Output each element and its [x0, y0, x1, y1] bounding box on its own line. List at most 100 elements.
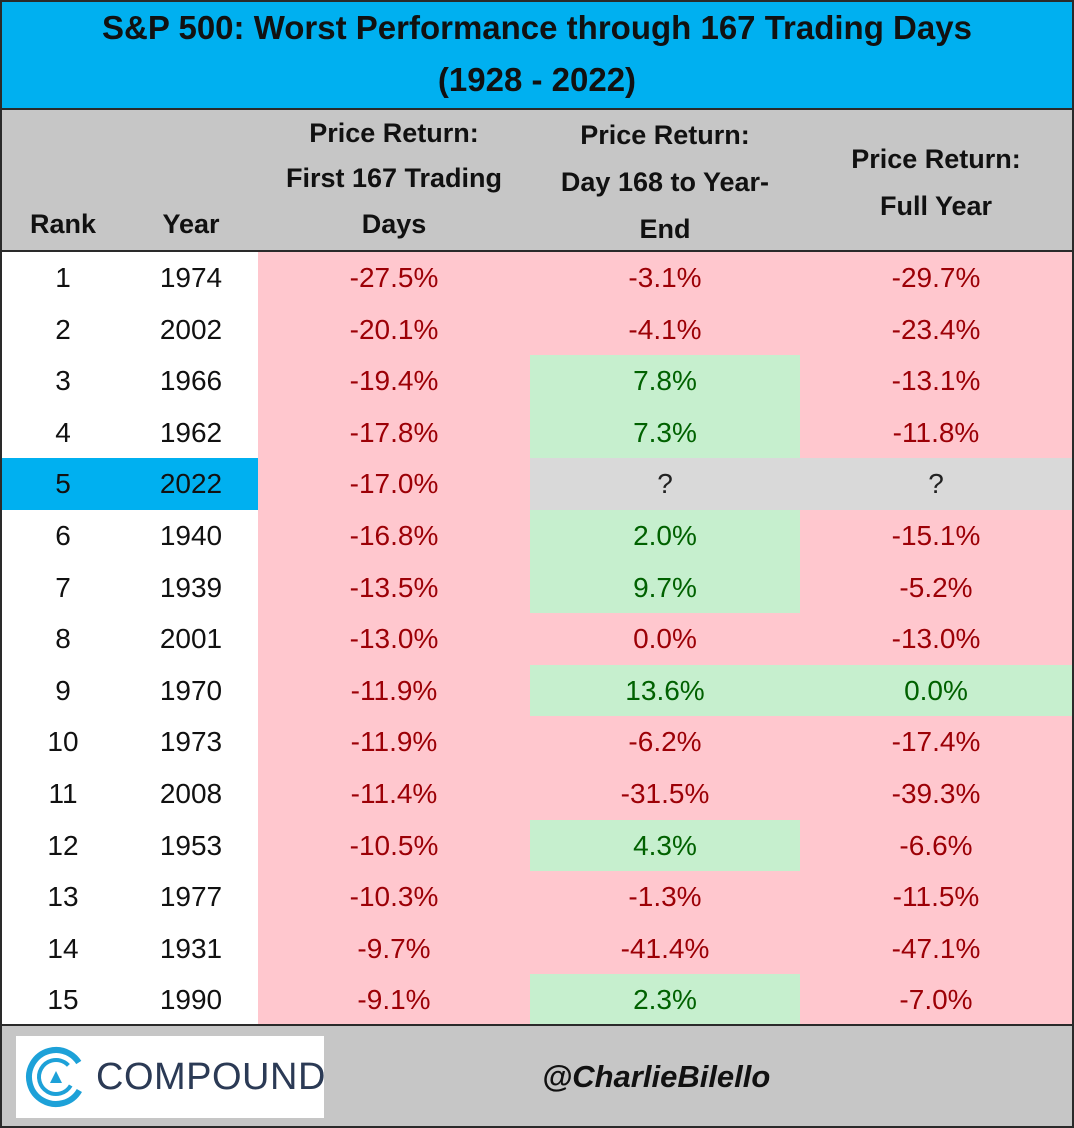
- full-year-return-cell: 0.0%: [800, 664, 1072, 717]
- year-cell: 1940: [159, 520, 223, 551]
- first-167-days-return-cell: -10.3%: [258, 871, 530, 923]
- header-year: Year: [162, 209, 220, 239]
- table-row: 1 1974 -27.5% -3.1% -29.7%: [2, 252, 1072, 304]
- rank-cell: 15: [47, 984, 79, 1016]
- header-rest-line-2: Day 168 to Year-: [560, 167, 770, 197]
- full-year-return-cell: -29.7%: [800, 252, 1072, 304]
- first-167-days-return-cell: -9.1%: [258, 974, 530, 1026]
- year-cell: 1974: [159, 262, 223, 293]
- year-cell: 1953: [159, 829, 223, 861]
- full-year-return-cell: -6.6%: [800, 819, 1072, 872]
- day-168-to-year-end-return-cell: ?: [530, 458, 800, 510]
- footer-band: COMPOUND @CharlieBilello: [2, 1024, 1072, 1126]
- rank-cell: 13: [47, 881, 79, 913]
- rank-cell: 14: [47, 932, 79, 964]
- table-row: 7 1939 -13.5% 9.7% -5.2%: [2, 561, 1072, 614]
- header-rank: Rank: [29, 209, 97, 239]
- header-first-line-2: First 167 Trading: [285, 163, 503, 193]
- column-header-band: Rank Year Price Return: First 167 Tradin…: [2, 110, 1072, 252]
- rank-cell: 3: [55, 365, 71, 397]
- year-cell: 1990: [159, 984, 223, 1016]
- chart-title-line-2: (1928 - 2022): [437, 61, 637, 98]
- header-first-line-3: Days: [361, 209, 427, 239]
- year-cell: 2001: [159, 623, 223, 655]
- rank-cell: 1: [55, 262, 71, 293]
- first-167-days-return-cell: -27.5%: [258, 252, 530, 304]
- rank-cell: 5: [2, 458, 124, 510]
- year-cell: 1970: [159, 674, 223, 706]
- header-full-line-1: Price Return:: [851, 144, 1021, 174]
- first-167-days-return-cell: -16.8%: [258, 510, 530, 562]
- full-year-return-cell: -11.8%: [800, 406, 1072, 459]
- day-168-to-year-end-return-cell: -1.3%: [530, 871, 800, 923]
- year-cell: 1962: [159, 416, 223, 448]
- table-row: 15 1990 -9.1% 2.3% -7.0%: [2, 974, 1072, 1026]
- rank-cell: 11: [48, 778, 78, 809]
- year-cell: 2008: [159, 778, 223, 809]
- table-row: 14 1931 -9.7% -41.4% -47.1%: [2, 922, 1072, 975]
- year-cell: 1977: [159, 881, 223, 913]
- full-year-return-cell: -11.5%: [800, 871, 1072, 923]
- first-167-days-return-cell: -13.0%: [258, 613, 530, 665]
- full-year-return-cell: -47.1%: [800, 922, 1072, 975]
- day-168-to-year-end-return-cell: 9.7%: [530, 561, 800, 614]
- table-row: 6 1940 -16.8% 2.0% -15.1%: [2, 510, 1072, 562]
- chart-title-line-1: S&P 500: Worst Performance through 167 T…: [102, 9, 972, 46]
- table-body: 1 1974 -27.5% -3.1% -29.7% 2 2002 -20.1% -4.1% -2…: [2, 252, 1072, 1026]
- table-row: 13 1977 -10.3% -1.3% -11.5%: [2, 871, 1072, 923]
- header-first-line-1: Price Return:: [309, 118, 479, 148]
- header-rest-line-3: End: [639, 214, 691, 244]
- day-168-to-year-end-return-cell: 2.0%: [530, 510, 800, 562]
- day-168-to-year-end-return-cell: -6.2%: [530, 716, 800, 768]
- first-167-days-return-cell: -13.5%: [258, 561, 530, 614]
- compound-logo: COMPOUND: [16, 1036, 326, 1118]
- first-167-days-return-cell: -17.0%: [258, 458, 530, 510]
- author-handle: @CharlieBilello: [542, 1059, 771, 1094]
- year-cell: 1973: [159, 726, 223, 758]
- table-row: 4 1962 -17.8% 7.3% -11.8%: [2, 406, 1072, 459]
- day-168-to-year-end-return-cell: -41.4%: [530, 922, 800, 975]
- day-168-to-year-end-return-cell: 4.3%: [530, 819, 800, 872]
- compound-logo-text: COMPOUND: [96, 1056, 326, 1098]
- header-full-line-2: Full Year: [879, 191, 993, 221]
- table-row: 5 2022 -17.0%??: [2, 458, 1072, 510]
- full-year-return-cell: ?: [800, 458, 1072, 510]
- full-year-return-cell: -17.4%: [800, 716, 1072, 768]
- rank-cell: 4: [55, 416, 71, 448]
- rank-cell: 10: [47, 726, 79, 758]
- day-168-to-year-end-return-cell: 0.0%: [530, 613, 800, 665]
- day-168-to-year-end-return-cell: -3.1%: [530, 252, 800, 304]
- day-168-to-year-end-return-cell: 7.8%: [530, 355, 800, 407]
- full-year-return-cell: -13.0%: [800, 613, 1072, 665]
- rank-cell: 8: [55, 623, 71, 655]
- rank-cell: 7: [55, 571, 71, 603]
- year-cell: 1966: [159, 365, 223, 397]
- year-cell: 2022: [124, 458, 258, 510]
- table-row: 3 1966 -19.4% 7.8% -13.1%: [2, 355, 1072, 407]
- table-row: 12 1953 -10.5% 4.3% -6.6%: [2, 819, 1072, 872]
- table-row: 10 1973 -11.9% -6.2% -17.4%: [2, 716, 1072, 768]
- full-year-return-cell: -13.1%: [800, 355, 1072, 407]
- rank-cell: 12: [47, 829, 79, 861]
- year-cell: 1939: [159, 571, 223, 603]
- first-167-days-return-cell: -9.7%: [258, 922, 530, 975]
- day-168-to-year-end-return-cell: 13.6%: [530, 664, 800, 717]
- header-rest-line-1: Price Return:: [580, 120, 750, 150]
- first-167-days-return-cell: -17.8%: [258, 406, 530, 459]
- day-168-to-year-end-return-cell: -4.1%: [530, 303, 800, 356]
- table-row: 8 2001 -13.0% 0.0% -13.0%: [2, 613, 1072, 665]
- compound-c-logo-icon: [26, 1047, 86, 1107]
- table-row: 2 2002 -20.1% -4.1% -23.4%: [2, 303, 1072, 356]
- title-band: S&P 500: Worst Performance through 167 T…: [2, 2, 1072, 110]
- first-167-days-return-cell: -20.1%: [258, 303, 530, 356]
- first-167-days-return-cell: -11.4%: [258, 768, 530, 820]
- full-year-return-cell: -5.2%: [800, 561, 1072, 614]
- rank-cell: 6: [55, 520, 71, 551]
- year-cell: 1931: [159, 932, 223, 964]
- full-year-return-cell: -15.1%: [800, 510, 1072, 562]
- day-168-to-year-end-return-cell: -31.5%: [530, 768, 800, 820]
- year-cell: 2002: [159, 313, 223, 345]
- first-167-days-return-cell: -19.4%: [258, 355, 530, 407]
- day-168-to-year-end-return-cell: 2.3%: [530, 974, 800, 1026]
- full-year-return-cell: -7.0%: [800, 974, 1072, 1026]
